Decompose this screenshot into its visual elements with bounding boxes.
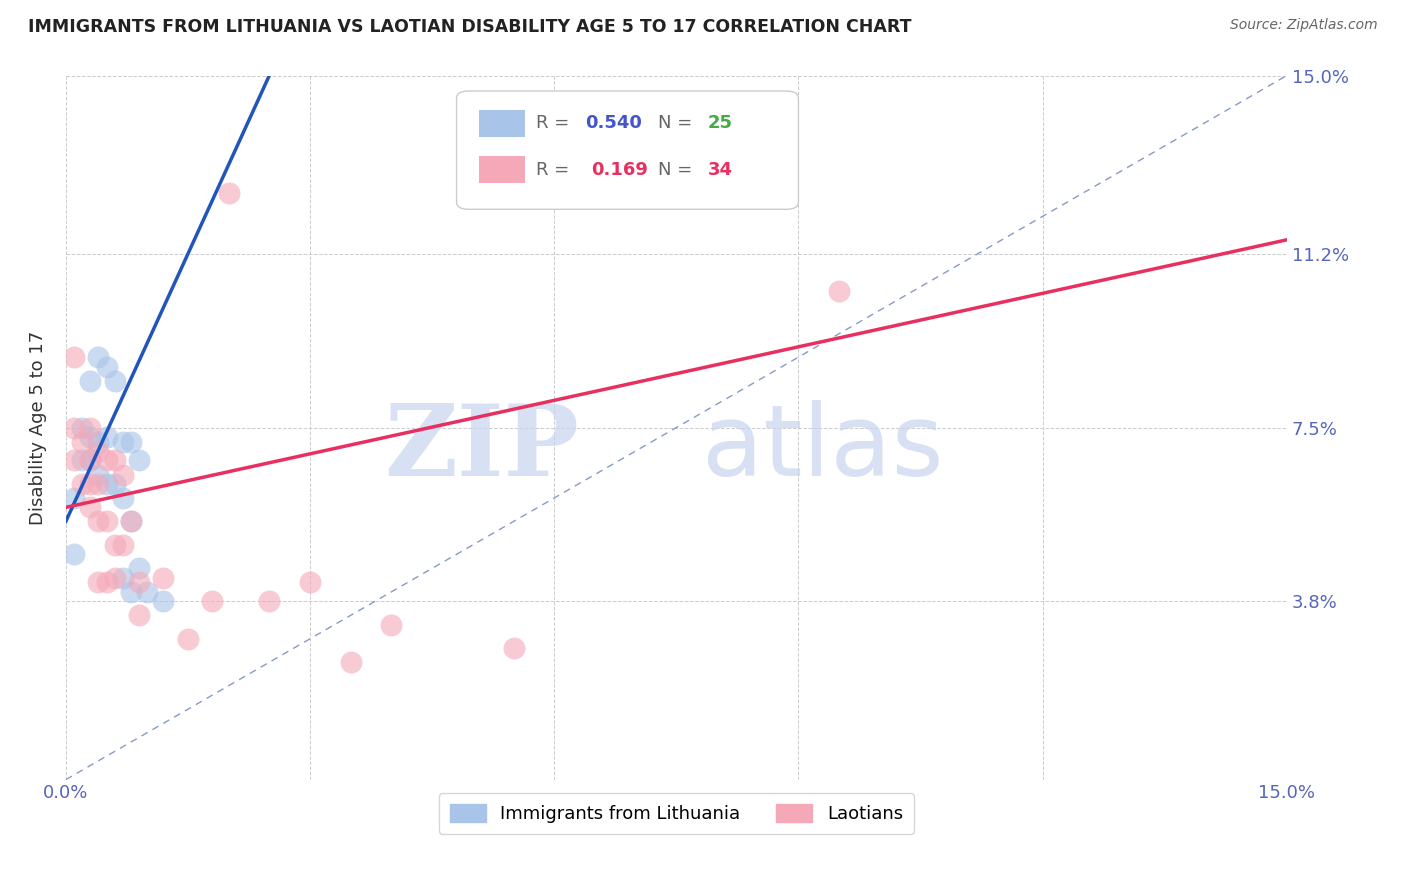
Point [339, 655, 361, 669]
Point [120, 515, 142, 529]
Point [63, 547, 86, 561]
Point [63, 491, 86, 505]
Point [128, 608, 150, 623]
Point [87, 444, 110, 458]
Point [218, 186, 240, 200]
Point [828, 285, 851, 299]
Point [87, 350, 110, 364]
Point [259, 594, 281, 608]
Point [87, 515, 110, 529]
Point [63, 350, 86, 364]
Point [177, 632, 200, 646]
Point [96, 453, 118, 467]
Point [128, 575, 150, 590]
Point [70, 420, 93, 434]
Point [104, 453, 127, 467]
Point [502, 641, 524, 656]
Point [87, 467, 110, 482]
Point [70, 453, 93, 467]
Text: N =: N = [658, 161, 697, 179]
Point [120, 434, 142, 449]
Point [96, 575, 118, 590]
Y-axis label: Disability Age 5 to 17: Disability Age 5 to 17 [30, 330, 46, 524]
Point [152, 594, 174, 608]
Point [120, 585, 142, 599]
Point [380, 617, 402, 632]
Point [111, 538, 134, 552]
Point [79, 374, 101, 388]
Text: ZIP: ZIP [384, 401, 579, 497]
Point [70, 476, 93, 491]
Legend: Immigrants from Lithuania, Laotians: Immigrants from Lithuania, Laotians [439, 793, 914, 834]
Point [136, 585, 159, 599]
Point [128, 453, 150, 467]
Point [96, 359, 118, 374]
Point [104, 538, 127, 552]
Point [152, 571, 174, 585]
Point [79, 453, 101, 467]
Point [111, 571, 134, 585]
Point [104, 374, 127, 388]
Text: R =: R = [536, 114, 575, 132]
Point [63, 453, 86, 467]
Bar [478, 110, 524, 136]
Text: 0.169: 0.169 [591, 161, 648, 179]
Text: 25: 25 [709, 114, 733, 132]
Text: R =: R = [536, 161, 581, 179]
Point [111, 491, 134, 505]
Point [79, 500, 101, 515]
Point [79, 453, 101, 467]
Point [87, 434, 110, 449]
Point [79, 476, 101, 491]
Point [111, 434, 134, 449]
Bar [478, 156, 524, 183]
Text: N =: N = [658, 114, 697, 132]
Point [298, 575, 321, 590]
Point [79, 420, 101, 434]
Text: Source: ZipAtlas.com: Source: ZipAtlas.com [1230, 18, 1378, 32]
Point [104, 571, 127, 585]
Point [104, 476, 127, 491]
Point [87, 575, 110, 590]
Point [70, 434, 93, 449]
Text: 34: 34 [709, 161, 733, 179]
Point [96, 430, 118, 444]
Point [128, 561, 150, 575]
FancyBboxPatch shape [457, 91, 799, 210]
Text: 0.540: 0.540 [585, 114, 641, 132]
Point [96, 515, 118, 529]
Point [111, 467, 134, 482]
Point [201, 594, 224, 608]
Point [96, 476, 118, 491]
Point [79, 430, 101, 444]
Point [87, 476, 110, 491]
Point [120, 515, 142, 529]
Point [63, 420, 86, 434]
Text: atlas: atlas [702, 401, 943, 497]
Text: IMMIGRANTS FROM LITHUANIA VS LAOTIAN DISABILITY AGE 5 TO 17 CORRELATION CHART: IMMIGRANTS FROM LITHUANIA VS LAOTIAN DIS… [28, 18, 911, 36]
